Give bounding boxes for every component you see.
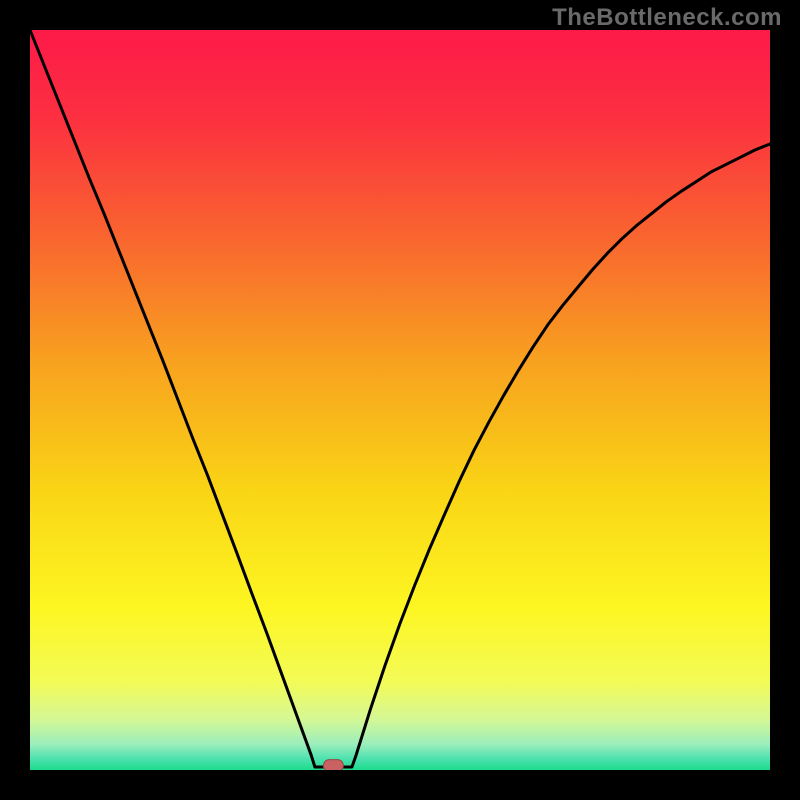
- watermark-text: TheBottleneck.com: [552, 4, 782, 32]
- plot-svg: [30, 30, 770, 770]
- gradient-background: [30, 30, 770, 770]
- plot-area: [30, 30, 770, 770]
- optimal-point-marker: [323, 760, 343, 770]
- chart-frame: TheBottleneck.com: [0, 0, 800, 800]
